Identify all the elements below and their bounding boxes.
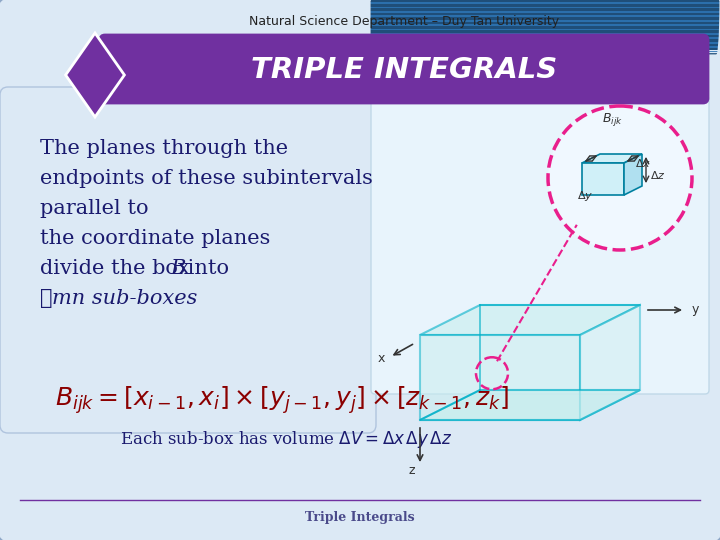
Circle shape	[548, 106, 692, 250]
Polygon shape	[370, 29, 720, 30]
Text: Triple Integrals: Triple Integrals	[305, 511, 415, 524]
Polygon shape	[420, 390, 640, 420]
Text: the coordinate planes: the coordinate planes	[40, 228, 271, 247]
Text: $\Delta y$: $\Delta y$	[577, 189, 593, 203]
Polygon shape	[370, 31, 720, 32]
FancyBboxPatch shape	[371, 96, 709, 394]
Polygon shape	[370, 33, 720, 35]
Text: TRIPLE INTEGRALS: TRIPLE INTEGRALS	[251, 56, 557, 84]
Polygon shape	[370, 49, 720, 50]
Polygon shape	[370, 16, 720, 17]
Polygon shape	[624, 154, 642, 195]
Polygon shape	[370, 2, 720, 4]
Polygon shape	[370, 20, 720, 22]
Polygon shape	[370, 9, 720, 11]
Text: ℓ: ℓ	[40, 288, 53, 307]
Text: The planes through the: The planes through the	[40, 138, 288, 158]
Polygon shape	[66, 33, 125, 117]
Polygon shape	[370, 46, 720, 48]
Text: $B_{ijk} = \left[x_{i-1},x_i\right]\times\left[y_{j-1},y_j\right]\times\left[z_{: $B_{ijk} = \left[x_{i-1},x_i\right]\time…	[55, 384, 509, 416]
Polygon shape	[370, 24, 720, 26]
Text: z: z	[408, 463, 415, 476]
Polygon shape	[370, 44, 720, 46]
FancyBboxPatch shape	[100, 35, 708, 103]
Polygon shape	[370, 51, 720, 52]
Polygon shape	[370, 13, 720, 15]
Text: y: y	[692, 303, 699, 316]
Text: divide the box: divide the box	[40, 259, 197, 278]
Polygon shape	[370, 4, 720, 6]
Polygon shape	[580, 305, 640, 420]
Text: x: x	[377, 353, 385, 366]
Text: mn sub-boxes: mn sub-boxes	[52, 288, 197, 307]
Polygon shape	[370, 53, 720, 55]
Polygon shape	[420, 335, 580, 420]
Polygon shape	[370, 0, 720, 2]
Polygon shape	[370, 39, 720, 42]
Polygon shape	[370, 42, 720, 44]
FancyBboxPatch shape	[370, 0, 720, 50]
Text: Each sub-box has volume $\Delta V = \Delta x\,\Delta y\,\Delta z$: Each sub-box has volume $\Delta V = \Del…	[120, 429, 452, 450]
Text: $\Delta z$: $\Delta z$	[650, 169, 666, 181]
Text: endpoints of these subintervals: endpoints of these subintervals	[40, 168, 373, 187]
Polygon shape	[370, 6, 720, 9]
Polygon shape	[370, 26, 720, 28]
Text: $\Delta x$: $\Delta x$	[635, 157, 651, 169]
FancyBboxPatch shape	[0, 87, 376, 433]
Text: Natural Science Department – Duy Tan University: Natural Science Department – Duy Tan Uni…	[249, 16, 559, 29]
Polygon shape	[582, 163, 624, 195]
Polygon shape	[370, 11, 720, 13]
Polygon shape	[582, 154, 642, 163]
Polygon shape	[370, 35, 720, 37]
Text: into: into	[181, 259, 229, 278]
Polygon shape	[370, 37, 720, 39]
Text: $B_{ijk}$: $B_{ijk}$	[602, 111, 622, 129]
Polygon shape	[370, 18, 720, 19]
Text: B: B	[170, 259, 185, 278]
Polygon shape	[370, 22, 720, 24]
Text: parallel to: parallel to	[40, 199, 148, 218]
Polygon shape	[420, 305, 640, 335]
